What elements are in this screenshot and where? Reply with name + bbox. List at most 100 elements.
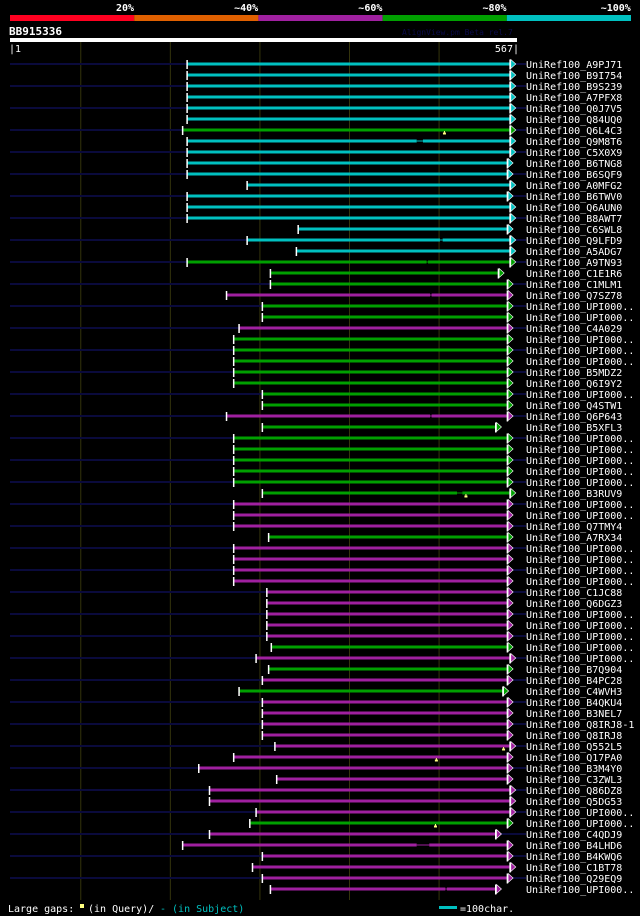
hit-label[interactable]: UniRef100_UPI000.. — [526, 456, 634, 467]
hit-label[interactable]: UniRef100_A9TN93 — [526, 258, 622, 269]
hit-label[interactable]: UniRef100_UPI000.. — [526, 445, 634, 456]
hit-row[interactable]: UniRef100_Q552L5 — [10, 740, 622, 754]
hit-row[interactable]: UniRef100_C1MLM1 — [10, 278, 622, 292]
hit-label[interactable]: UniRef100_C3ZWL3 — [526, 775, 622, 786]
hit-label[interactable]: UniRef100_UPI000.. — [526, 335, 634, 346]
hit-row[interactable]: UniRef100_C4WVH3 — [238, 685, 622, 699]
hit-row[interactable]: UniRef100_C1BT78 — [251, 861, 623, 875]
hit-row[interactable]: UniRef100_C1E1R6 — [269, 267, 623, 281]
hit-label[interactable]: UniRef100_Q0J7V5 — [526, 104, 622, 115]
hit-label[interactable]: UniRef100_UPI000.. — [526, 357, 634, 368]
hit-label[interactable]: UniRef100_C1BT78 — [526, 863, 622, 874]
hit-row[interactable]: UniRef100_UPI000.. — [10, 542, 634, 556]
hit-row[interactable]: UniRef100_C4QDJ9 — [10, 828, 622, 842]
hit-label[interactable]: UniRef100_B3M4Y0 — [526, 764, 622, 775]
hit-label[interactable]: UniRef100_UPI000.. — [526, 467, 634, 478]
hit-label[interactable]: UniRef100_A9PJ71 — [526, 60, 622, 71]
hit-label[interactable]: UniRef100_B5MDZ2 — [526, 368, 622, 379]
hit-label[interactable]: UniRef100_B3RUV9 — [526, 489, 622, 500]
hit-row[interactable]: UniRef100_Q7TMY4 — [10, 520, 622, 534]
hit-label[interactable]: UniRef100_C4A029 — [526, 324, 622, 335]
hit-row[interactable]: UniRef100_UPI000.. — [249, 817, 634, 831]
hit-label[interactable]: UniRef100_A5ADG7 — [526, 247, 622, 258]
hit-row[interactable]: UniRef100_B6SQF9 — [10, 168, 622, 182]
hit-row[interactable]: UniRef100_Q6AUN0 — [186, 201, 622, 215]
hit-label[interactable]: UniRef100_Q8IRJ8-1 — [526, 720, 634, 731]
hit-row[interactable]: UniRef100_UPI000.. — [10, 806, 634, 820]
hit-label[interactable]: UniRef100_UPI000.. — [526, 819, 634, 830]
hit-row[interactable]: UniRef100_C1JC88 — [10, 586, 622, 600]
hit-label[interactable]: UniRef100_Q552L5 — [526, 742, 622, 753]
hit-label[interactable]: UniRef100_Q6P643 — [526, 412, 622, 423]
hit-label[interactable]: UniRef100_B8AWT7 — [526, 214, 622, 225]
hit-row[interactable]: UniRef100_UPI000.. — [10, 300, 634, 314]
hit-row[interactable]: UniRef100_A9TN93 — [10, 256, 622, 270]
hit-row[interactable]: UniRef100_Q84UQ0 — [186, 113, 622, 127]
hit-label[interactable]: UniRef100_B4QKU4 — [526, 698, 622, 709]
hit-row[interactable]: UniRef100_B9I754 — [186, 69, 622, 83]
hit-label[interactable]: UniRef100_B6TWV0 — [526, 192, 622, 203]
hit-label[interactable]: UniRef100_Q6DGZ3 — [526, 599, 622, 610]
hit-row[interactable]: UniRef100_UPI000.. — [232, 443, 634, 457]
hit-row[interactable]: UniRef100_UPI000.. — [10, 498, 634, 512]
hit-row[interactable]: UniRef100_B4KWQ6 — [10, 850, 622, 864]
hit-row[interactable]: UniRef100_B6TWV0 — [10, 190, 622, 204]
hit-label[interactable]: UniRef100_UPI000.. — [526, 621, 634, 632]
hit-row[interactable]: UniRef100_B7Q904 — [267, 663, 622, 677]
hit-label[interactable]: UniRef100_B9I754 — [526, 71, 622, 82]
hit-label[interactable]: UniRef100_UPI000.. — [526, 478, 634, 489]
hit-label[interactable]: UniRef100_C4WVH3 — [526, 687, 622, 698]
hit-row[interactable]: UniRef100_UPI000.. — [10, 652, 634, 666]
hit-row[interactable]: UniRef100_Q6DGZ3 — [266, 597, 622, 611]
hit-label[interactable]: UniRef100_C1MLM1 — [526, 280, 622, 291]
hit-row[interactable]: UniRef100_B5XFL3 — [261, 421, 623, 435]
hit-row[interactable]: UniRef100_A7RX34 — [267, 531, 622, 545]
hit-row[interactable]: UniRef100_UPI000.. — [10, 608, 634, 622]
hit-label[interactable]: UniRef100_B7Q904 — [526, 665, 622, 676]
hit-row[interactable]: UniRef100_B4PC28 — [10, 674, 622, 688]
hit-row[interactable]: UniRef100_Q6L4C3 — [10, 124, 622, 138]
hit-row[interactable]: UniRef100_Q6P643 — [10, 410, 622, 424]
hit-label[interactable]: UniRef100_Q6AUN0 — [526, 203, 622, 214]
hit-label[interactable]: UniRef100_UPI000.. — [526, 390, 634, 401]
hit-label[interactable]: UniRef100_Q6L4C3 — [526, 126, 622, 137]
hit-row[interactable]: UniRef100_UPI000.. — [10, 630, 634, 644]
hit-label[interactable]: UniRef100_UPI000.. — [526, 555, 634, 566]
hit-label[interactable]: UniRef100_Q9M8T6 — [526, 137, 622, 148]
hit-row[interactable]: UniRef100_A5ADG7 — [295, 245, 623, 259]
hit-row[interactable]: UniRef100_UPI000.. — [10, 344, 634, 358]
hit-row[interactable]: UniRef100_UPI000.. — [266, 619, 634, 633]
hit-label[interactable]: UniRef100_B4PC28 — [526, 676, 622, 687]
hit-row[interactable]: UniRef100_C6SWL8 — [297, 223, 622, 237]
hit-label[interactable]: UniRef100_UPI000.. — [526, 610, 634, 621]
hit-label[interactable]: UniRef100_Q29EQ9 — [526, 874, 622, 885]
hit-row[interactable]: UniRef100_UPI000.. — [10, 564, 634, 578]
hit-row[interactable]: UniRef100_B3NEL7 — [261, 707, 623, 721]
hit-label[interactable]: UniRef100_B4LHD6 — [526, 841, 622, 852]
hit-label[interactable]: UniRef100_C4QDJ9 — [526, 830, 622, 841]
hit-row[interactable]: UniRef100_Q9M8T6 — [186, 135, 622, 149]
hit-row[interactable]: UniRef100_A7PFX8 — [186, 91, 622, 105]
hit-label[interactable]: UniRef100_C5X0X9 — [526, 148, 622, 159]
hit-row[interactable]: UniRef100_A9PJ71 — [10, 58, 622, 72]
hit-label[interactable]: UniRef100_Q5DG53 — [526, 797, 622, 808]
hit-label[interactable]: UniRef100_UPI000.. — [526, 808, 634, 819]
hit-label[interactable]: UniRef100_UPI000.. — [526, 346, 634, 357]
hit-row[interactable]: UniRef100_Q7SZ78 — [225, 289, 623, 303]
hit-label[interactable]: UniRef100_Q84UQ0 — [526, 115, 622, 126]
hit-label[interactable]: UniRef100_Q8IRJ8 — [526, 731, 622, 742]
hit-row[interactable]: UniRef100_UPI000.. — [261, 311, 635, 325]
hit-label[interactable]: UniRef100_B6TNG8 — [526, 159, 622, 170]
hit-label[interactable]: UniRef100_UPI000.. — [526, 511, 634, 522]
hit-label[interactable]: UniRef100_B9S239 — [526, 82, 622, 93]
hit-row[interactable]: UniRef100_Q0J7V5 — [10, 102, 622, 116]
hit-row[interactable]: UniRef100_Q17PA0 — [232, 751, 622, 765]
hit-label[interactable]: UniRef100_UPI000.. — [526, 654, 634, 665]
hit-row[interactable]: UniRef100_B4LHD6 — [181, 839, 622, 853]
hit-row[interactable]: UniRef100_B9S239 — [10, 80, 622, 94]
hit-label[interactable]: UniRef100_Q6I9Y2 — [526, 379, 622, 390]
hit-row[interactable]: UniRef100_B3M4Y0 — [10, 762, 622, 776]
hit-row[interactable]: UniRef100_UPI000.. — [10, 432, 634, 446]
hit-label[interactable]: UniRef100_Q9LFD9 — [526, 236, 622, 247]
hit-label[interactable]: UniRef100_UPI000.. — [526, 313, 634, 324]
